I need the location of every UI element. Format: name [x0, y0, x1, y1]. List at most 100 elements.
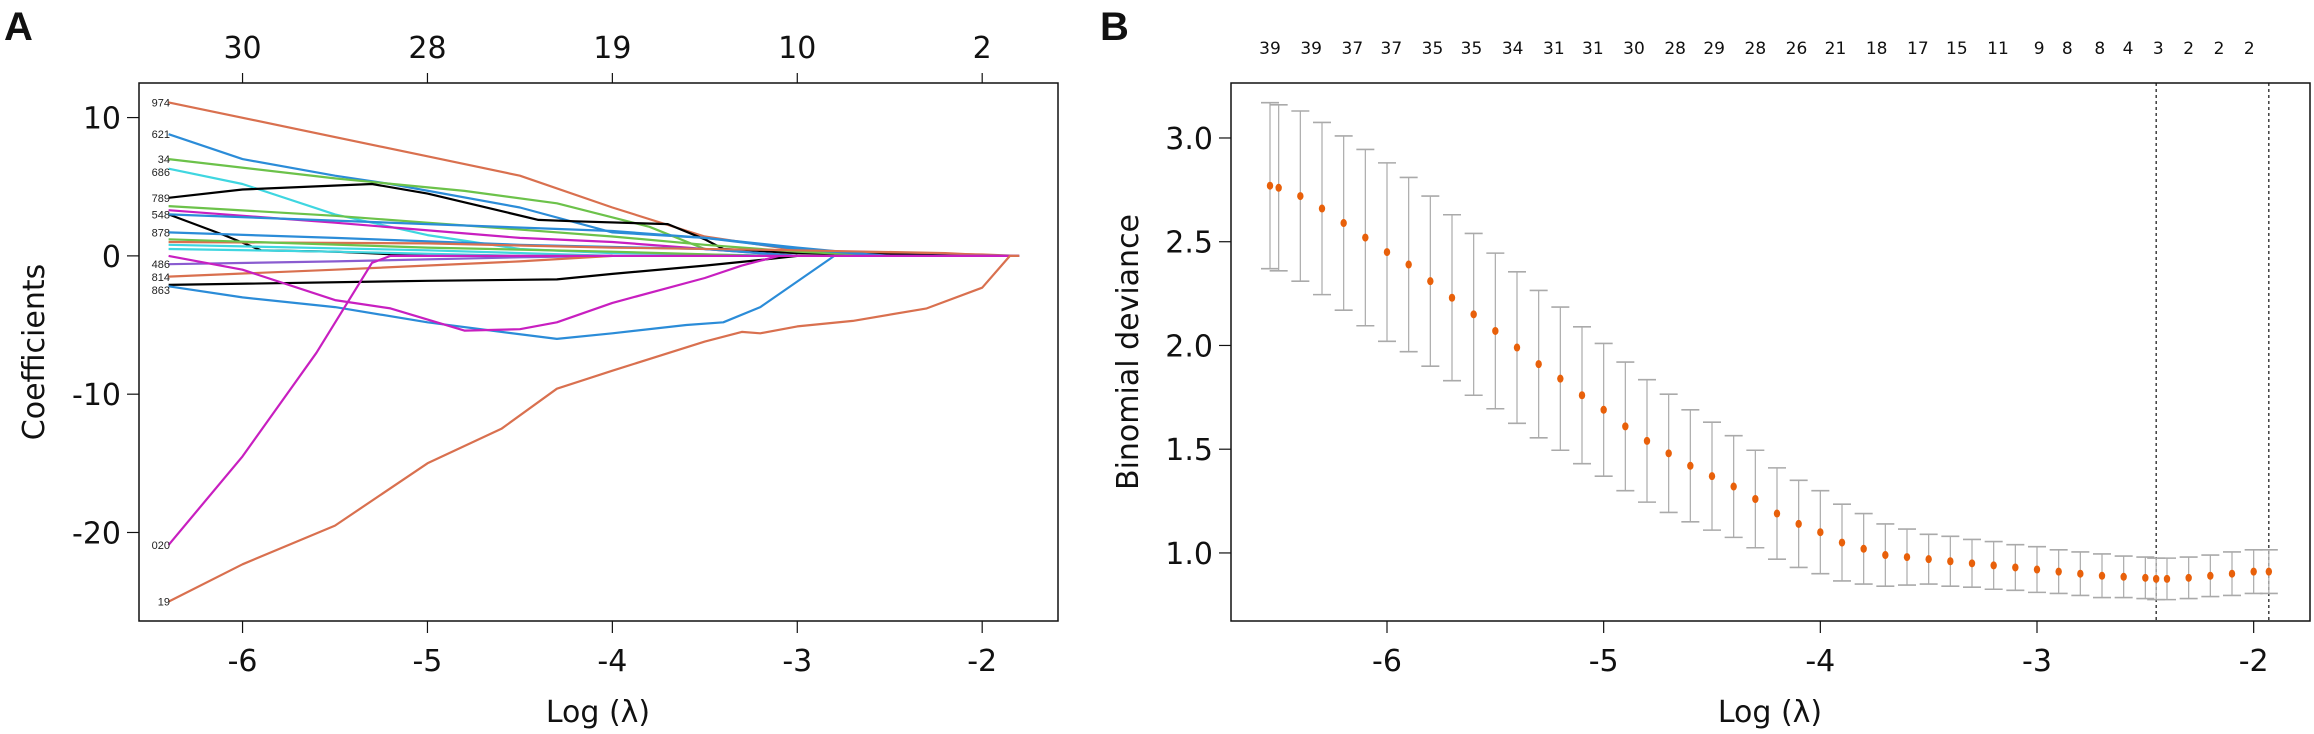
deviance-point	[2228, 569, 2236, 578]
deviance-point	[1773, 509, 1781, 518]
top-axis-label: 15	[1946, 39, 1968, 59]
deviance-point	[1665, 449, 1672, 458]
deviance-point	[1383, 248, 1391, 257]
x-tick-label: -3	[2022, 644, 2052, 679]
top-axis-label: 29	[1703, 39, 1725, 59]
deviance-point	[2120, 572, 2127, 581]
coefficient-path	[168, 158, 890, 257]
variable-label: 789	[152, 193, 170, 205]
y-tick-label: 10	[83, 102, 121, 137]
panel-label-b: B	[1100, 5, 1129, 49]
x-tick-label: -6	[1372, 644, 1402, 679]
top-axis-label: 30	[1623, 39, 1645, 59]
deviance-point	[1318, 204, 1326, 213]
deviance-point	[1448, 293, 1456, 302]
deviance-point	[1535, 360, 1542, 369]
deviance-point	[1730, 482, 1737, 491]
deviance-point	[1578, 391, 1586, 400]
coefficient-path	[168, 243, 613, 257]
variable-label: 34	[158, 154, 170, 166]
deviance-point	[1557, 374, 1564, 383]
y-tick-label: 2.5	[1165, 226, 1213, 261]
deviance-point	[1362, 233, 1369, 242]
panel-a-coefficient-paths: A Log (λ) Coefficients -6 -5 -4 -3 -2 10 0 -10 -…	[4, 5, 1059, 730]
top-axis-label: 30	[223, 31, 261, 66]
deviance-point	[1795, 519, 1802, 528]
top-axis-label: 9	[2034, 39, 2045, 59]
deviance-point	[1266, 181, 1274, 190]
top-axis-label: 11	[1987, 39, 2009, 59]
x-tick-label: -4	[1805, 644, 1835, 679]
top-axis-label: 35	[1422, 39, 1444, 59]
x-tick-label: -3	[782, 644, 812, 679]
top-axis-label: 35	[1461, 39, 1483, 59]
y-axis-label-b: Binomial deviance	[1111, 214, 1146, 490]
x-tick-label: -4	[597, 644, 627, 679]
deviance-point	[1882, 551, 1889, 560]
deviance-point	[1297, 192, 1304, 201]
coefficient-path	[168, 238, 761, 257]
top-axis-label: 21	[1825, 39, 1847, 59]
x-tick-label: -5	[412, 644, 442, 679]
deviance-point	[2098, 571, 2106, 580]
deviance-point	[1990, 561, 1997, 570]
y-tick-label: 1.0	[1165, 537, 1213, 572]
top-axis-label: 2	[2244, 39, 2255, 59]
deviance-point	[1752, 495, 1759, 504]
coefficient-path	[168, 240, 1001, 257]
coefficient-path	[168, 254, 1020, 340]
y-tick-label: 3.0	[1165, 122, 1213, 157]
deviance-point	[1687, 461, 1694, 470]
panel-b-cv-deviance: B Log (λ) Binomial deviance -6 -5 -4 -3 -2 3.…	[1100, 5, 2311, 730]
variable-label: 486	[152, 259, 170, 271]
deviance-point	[1513, 343, 1521, 352]
top-axis-label: 28	[408, 31, 446, 66]
deviance-point	[1925, 555, 1932, 564]
variable-label: 686	[152, 167, 170, 179]
y-tick-label: 1.5	[1165, 433, 1213, 468]
deviance-point	[1427, 277, 1434, 286]
top-axis-label: 31	[1543, 39, 1565, 59]
coefficient-path	[168, 205, 890, 257]
y-tick-label: 2.0	[1165, 329, 1213, 364]
deviance-point	[1405, 260, 1412, 269]
y-axis-label-a: Coefficients	[17, 264, 52, 440]
deviance-point	[1860, 544, 1867, 553]
top-axis-label: 34	[1502, 39, 1524, 59]
coefficient-path	[168, 101, 1020, 257]
x-tick-label: -2	[2239, 644, 2269, 679]
coefficient-path	[168, 254, 780, 332]
top-axis-label: 19	[593, 31, 631, 66]
deviance-point	[2077, 569, 2084, 578]
deviance-point	[1643, 436, 1651, 445]
deviance-point	[1622, 422, 1629, 431]
top-axis-label: 31	[1582, 39, 1604, 59]
variable-label: 814	[152, 272, 170, 284]
deviance-point	[1817, 528, 1824, 537]
x-tick-label: -6	[228, 644, 258, 679]
top-axis-label: 28	[1664, 39, 1686, 59]
variable-label: 974	[152, 97, 170, 109]
deviance-point	[1600, 405, 1607, 414]
deviance-point	[1708, 472, 1716, 481]
top-axis-label: 18	[1866, 39, 1888, 59]
deviance-point	[1275, 183, 1282, 192]
y-tick-label: 0	[102, 240, 121, 275]
top-axis-label: 3	[2153, 39, 2164, 59]
deviance-point	[2152, 574, 2160, 583]
top-axis-label: 2	[973, 31, 992, 66]
deviance-point	[1838, 538, 1846, 547]
variable-label: 548	[152, 209, 170, 221]
coefficient-path	[167, 254, 1020, 546]
deviance-point	[2012, 563, 2019, 572]
x-axis-label-b: Log (λ)	[1718, 695, 1822, 730]
deviance-point	[1903, 553, 1911, 562]
deviance-point	[1968, 559, 1976, 568]
top-axis-label: 2	[2183, 39, 2194, 59]
top-axis-label: 10	[778, 31, 816, 66]
variable-label: 863	[152, 285, 170, 297]
deviance-point	[2185, 573, 2192, 582]
coefficient-path	[168, 254, 613, 278]
variable-label: 020	[152, 540, 170, 552]
